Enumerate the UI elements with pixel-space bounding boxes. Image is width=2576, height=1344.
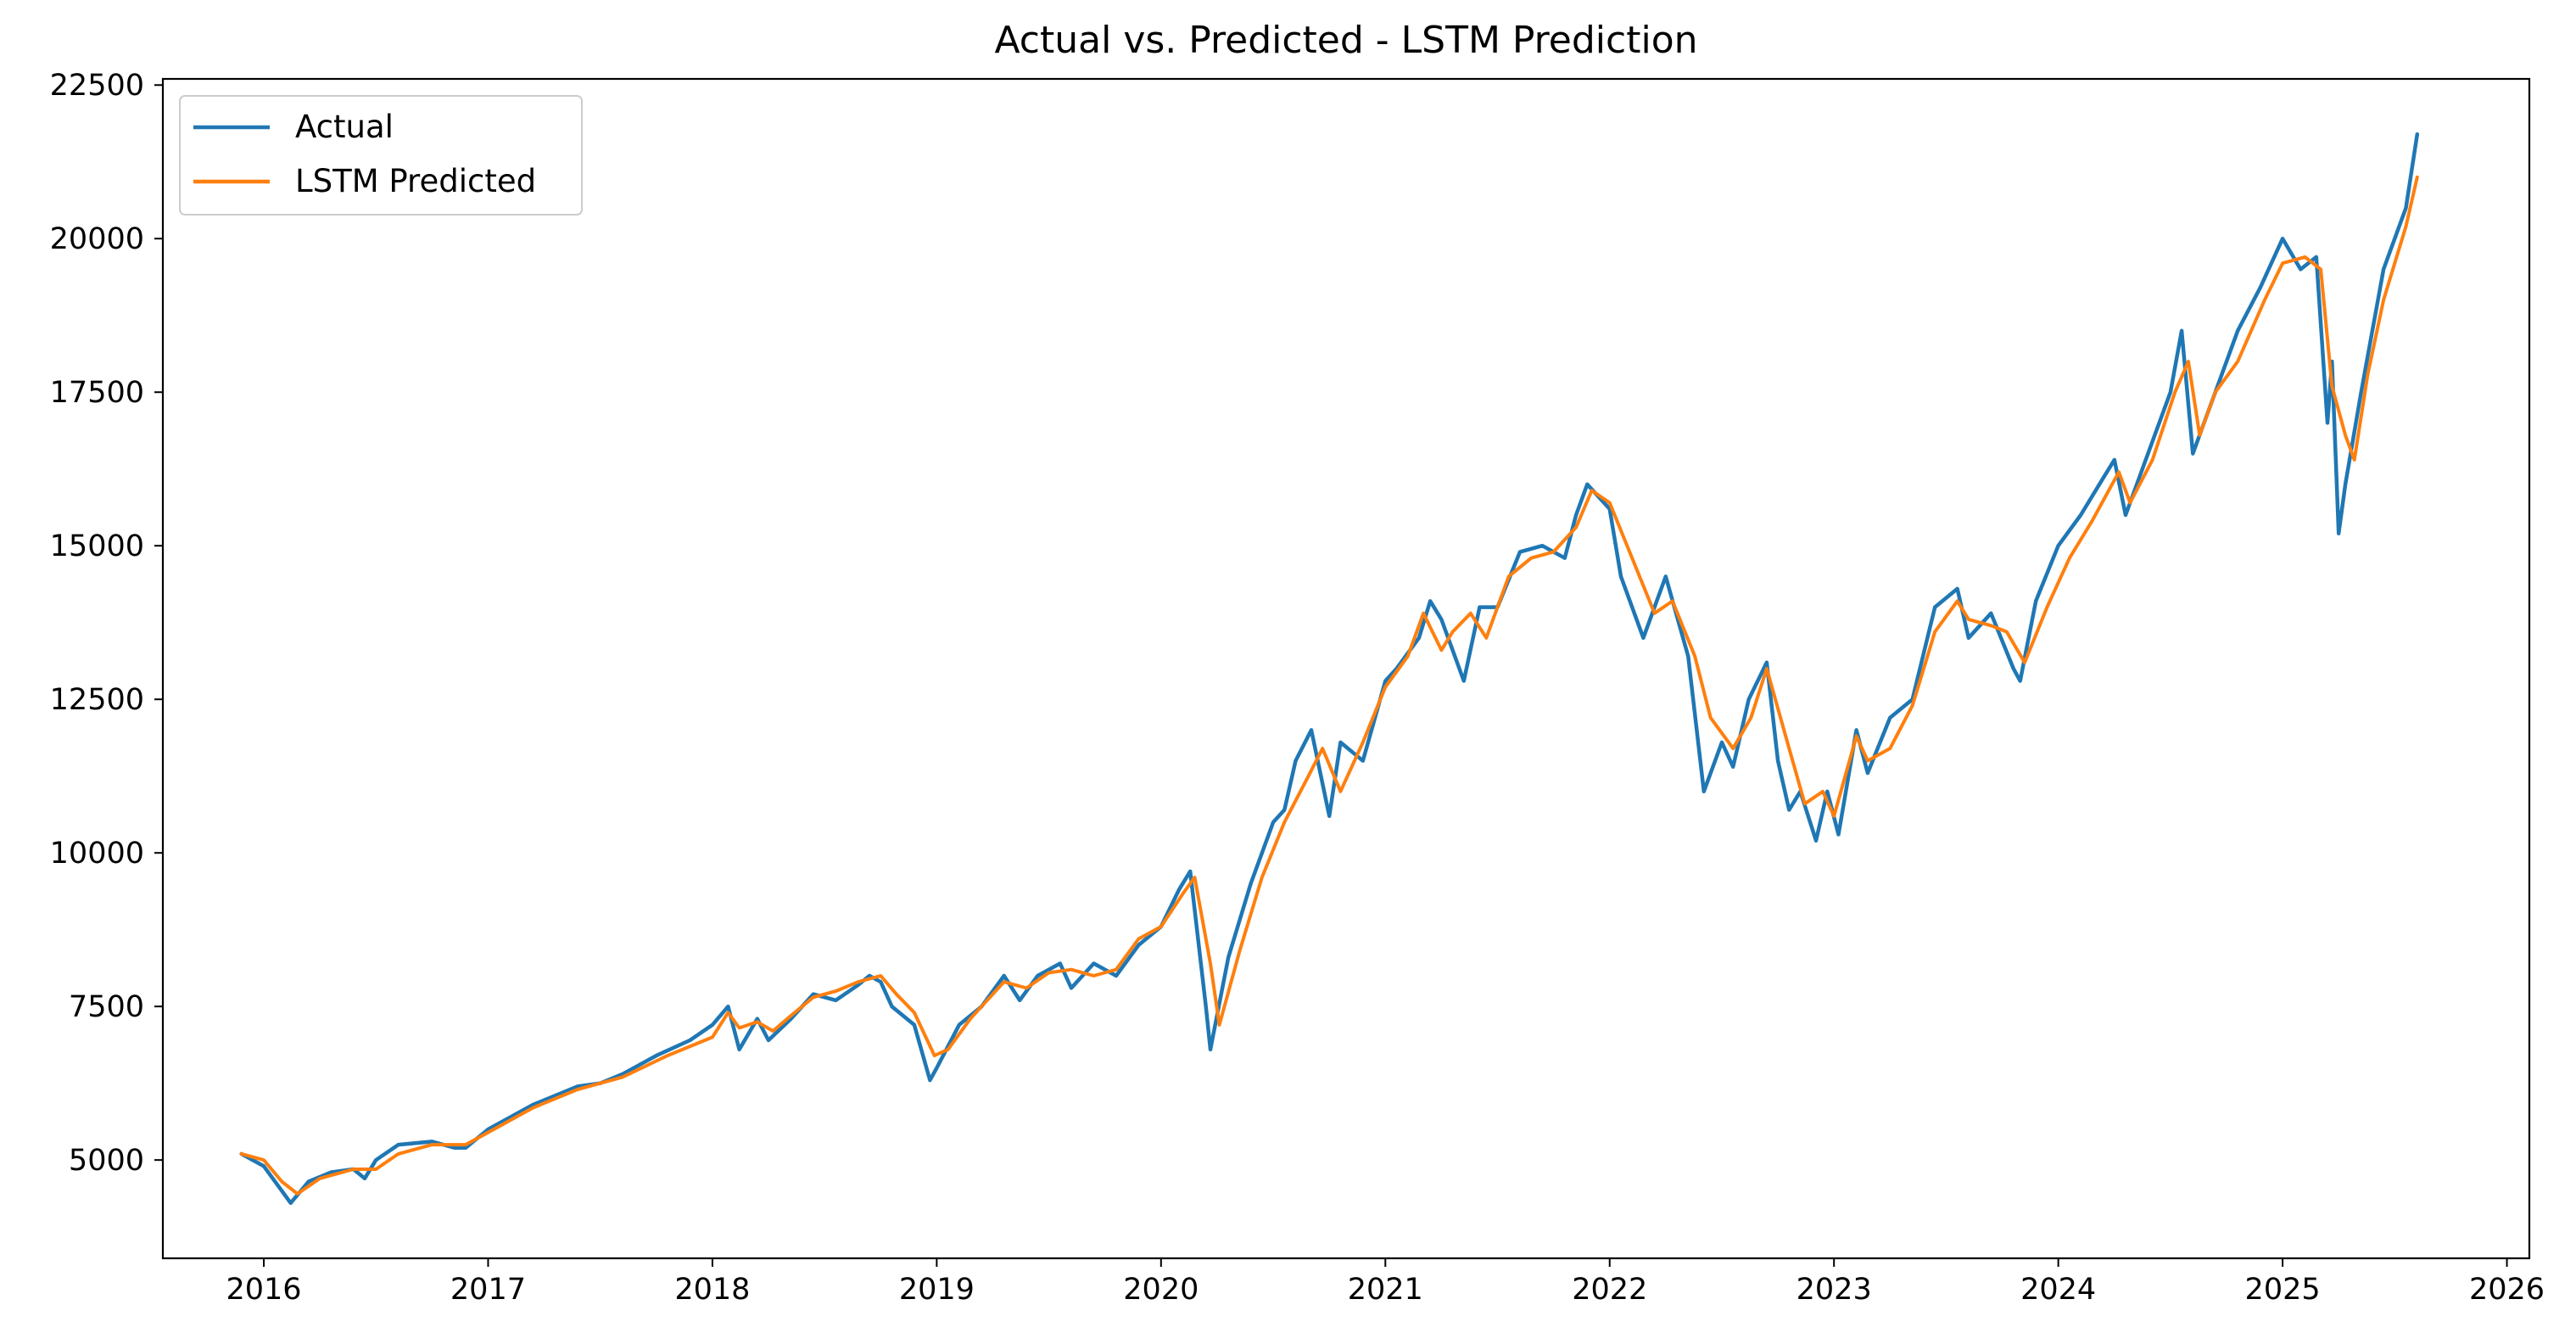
plot-frame bbox=[161, 77, 2531, 1260]
x-tick-label: 2022 bbox=[1572, 1273, 1647, 1307]
x-tick-label: 2024 bbox=[2020, 1273, 2096, 1307]
y-tick-label: 17500 bbox=[50, 376, 144, 410]
x-tick-label: 2021 bbox=[1348, 1273, 1423, 1307]
x-tick-label: 2017 bbox=[450, 1273, 526, 1307]
y-tick-label: 20000 bbox=[50, 222, 144, 256]
x-tick-label: 2026 bbox=[2469, 1273, 2545, 1307]
y-tick-label: 5000 bbox=[69, 1144, 144, 1178]
y-tick-label: 10000 bbox=[50, 837, 144, 871]
x-tick-label: 2016 bbox=[226, 1273, 301, 1307]
y-tick-label: 7500 bbox=[69, 990, 144, 1024]
x-tick-label: 2018 bbox=[674, 1273, 750, 1307]
series-line-actual bbox=[239, 132, 2420, 1206]
y-tick-label: 15000 bbox=[50, 529, 144, 563]
y-tick-label: 12500 bbox=[50, 683, 144, 717]
x-tick-label: 2019 bbox=[899, 1273, 975, 1307]
x-tick-label: 2025 bbox=[2245, 1273, 2321, 1307]
series-line-lstm-predicted bbox=[239, 175, 2419, 1196]
y-tick-label: 22500 bbox=[50, 69, 144, 103]
x-tick-label: 2023 bbox=[1796, 1273, 1872, 1307]
legend-box bbox=[179, 95, 583, 216]
legend-label: LSTM Predicted bbox=[295, 163, 536, 199]
legend-label: Actual bbox=[295, 109, 394, 145]
x-tick-label: 2020 bbox=[1123, 1273, 1199, 1307]
chart-title: Actual vs. Predicted - LSTM Prediction bbox=[994, 19, 1697, 62]
